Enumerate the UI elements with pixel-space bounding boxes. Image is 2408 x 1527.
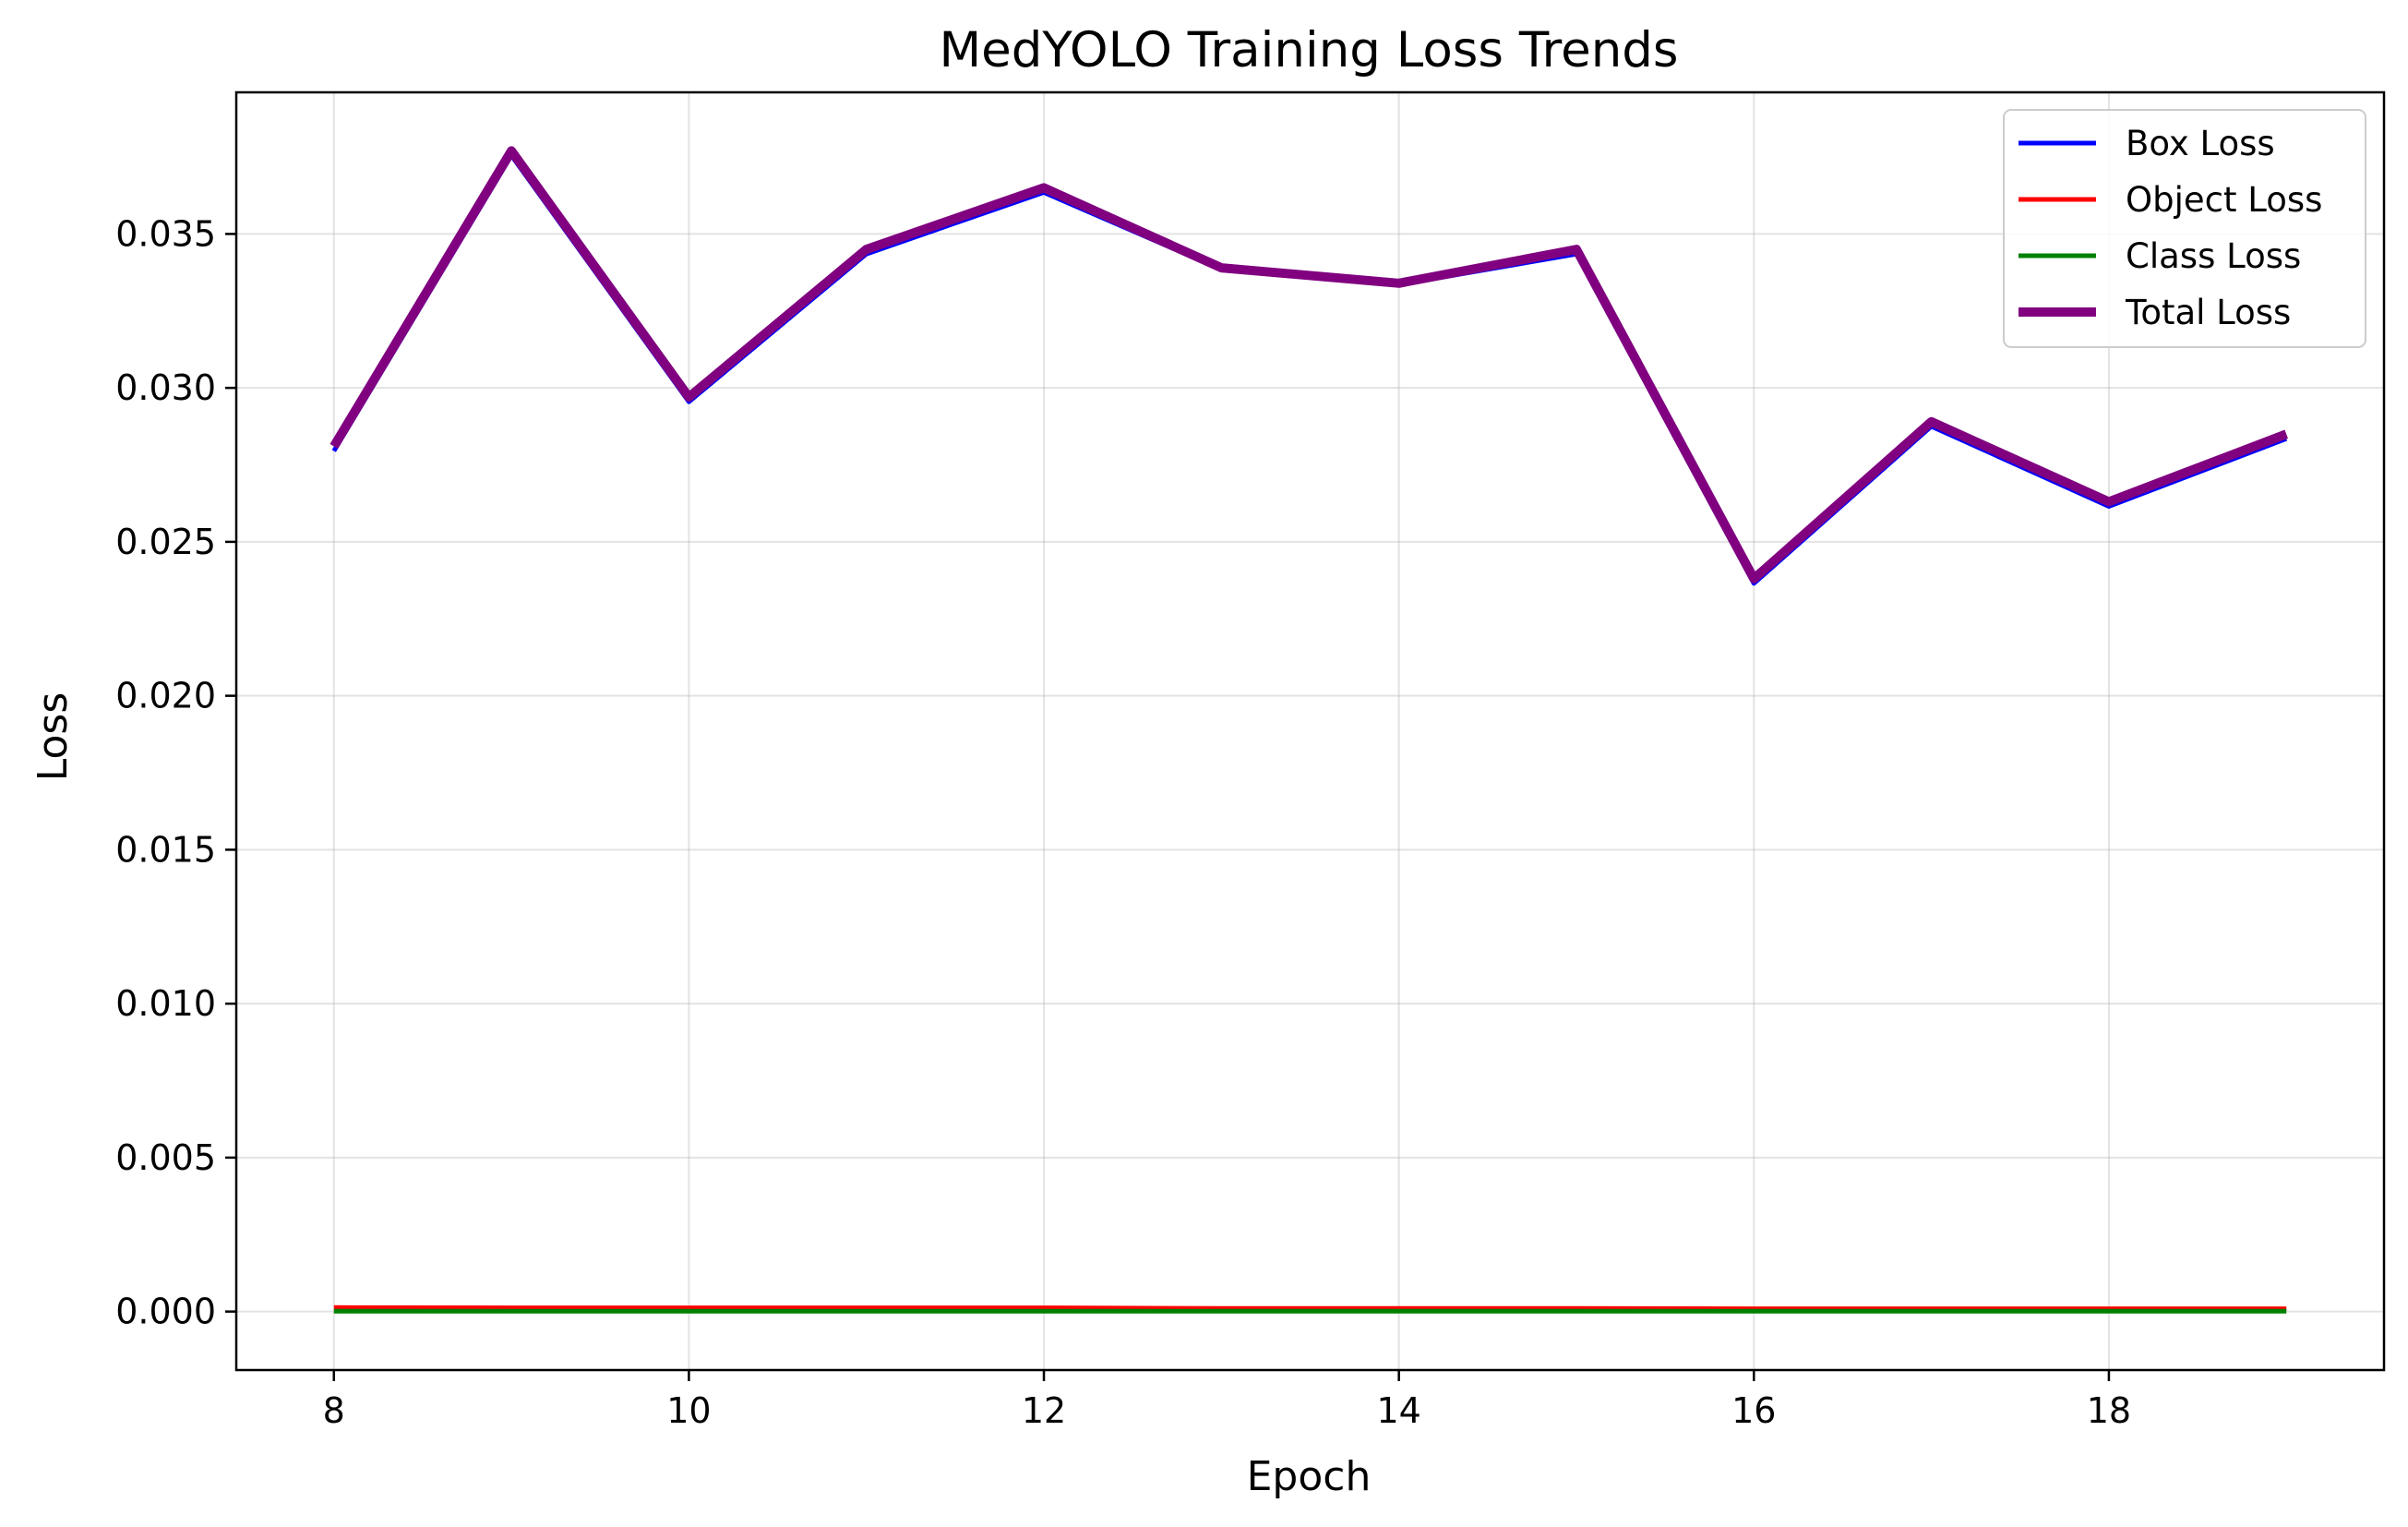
legend-label-class-loss: Class Loss bbox=[2126, 236, 2301, 276]
plot-frame bbox=[234, 90, 2386, 1372]
x-tick-label: 8 bbox=[323, 1390, 345, 1431]
y-tick-label: 0.000 bbox=[115, 1292, 216, 1332]
y-tick-label: 0.015 bbox=[115, 829, 216, 870]
y-tick-label: 0.035 bbox=[115, 213, 216, 254]
series-line-object-loss bbox=[333, 1305, 2287, 1312]
legend-box bbox=[2003, 109, 2366, 348]
legend: Box Loss Object Loss Class Loss Total Loss bbox=[2003, 109, 2366, 348]
x-tick-label: 16 bbox=[1731, 1390, 1776, 1431]
legend-label-box-loss: Box Loss bbox=[2126, 124, 2275, 163]
y-tick-label: 0.025 bbox=[115, 522, 216, 562]
y-tick-label: 0.005 bbox=[115, 1137, 216, 1178]
axis-ticks: 8 10 12 14 16 18 0.000 0.005 0.010 0.015 0.020 0.02… bbox=[115, 213, 2131, 1431]
x-tick-label: 10 bbox=[666, 1390, 711, 1431]
x-axis-title: Epoch bbox=[1247, 1453, 1372, 1500]
x-tick-label: 18 bbox=[2087, 1390, 2131, 1431]
x-tick-label: 14 bbox=[1376, 1390, 1420, 1431]
legend-label-total-loss: Total Loss bbox=[2125, 293, 2291, 332]
y-axis-title: Loss bbox=[30, 692, 77, 782]
legend-label-object-loss: Object Loss bbox=[2126, 180, 2322, 220]
series-line-total-loss bbox=[329, 146, 2288, 583]
gridlines bbox=[236, 92, 2384, 1370]
x-tick-label: 12 bbox=[1022, 1390, 1066, 1431]
y-tick-label: 0.010 bbox=[115, 983, 216, 1024]
y-tick-label: 0.020 bbox=[115, 676, 216, 716]
chart-title: MedYOLO Training Loss Trends bbox=[939, 22, 1678, 78]
y-tick-label: 0.030 bbox=[115, 367, 216, 408]
series-lines bbox=[329, 146, 2288, 1314]
